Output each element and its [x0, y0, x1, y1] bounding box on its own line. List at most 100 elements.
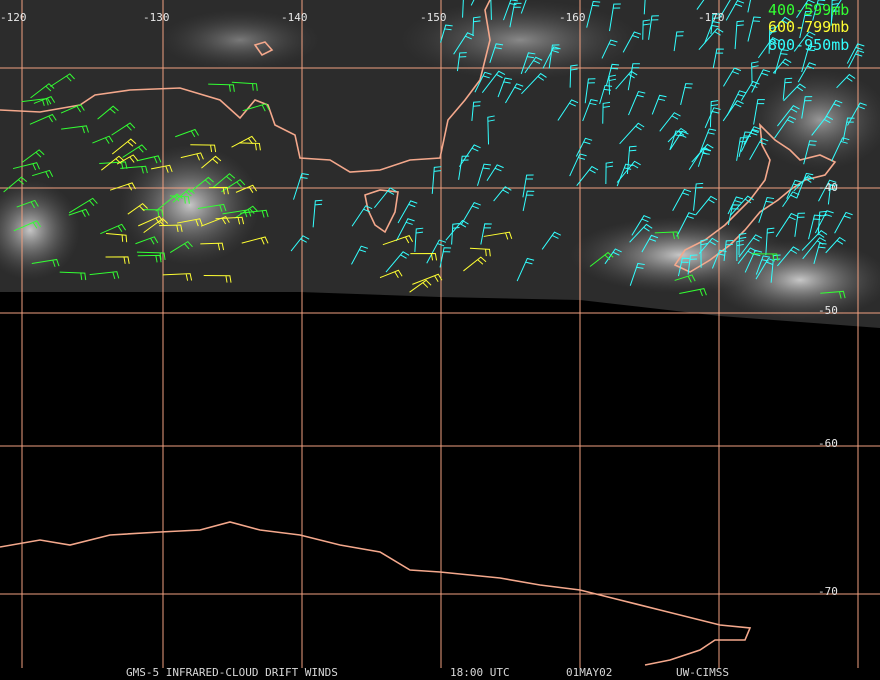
wind-barb — [605, 161, 614, 185]
wind-barb — [234, 205, 258, 219]
wind-barb — [99, 161, 128, 170]
wind-barb — [497, 77, 513, 98]
wind-barb — [699, 128, 717, 153]
wind-barb — [440, 24, 453, 43]
wind-barb — [676, 212, 696, 237]
wind-barb — [439, 247, 452, 268]
wind-barb — [801, 229, 828, 251]
legend: 400-599mb 600-799mb 800-950mb — [768, 1, 849, 54]
wind-barb — [796, 0, 815, 18]
wind-barb — [672, 188, 692, 211]
wind-barb — [557, 99, 579, 121]
wind-barb — [486, 164, 504, 182]
latitude-label: -60 — [818, 437, 838, 450]
wind-barb — [50, 73, 75, 87]
wind-barb — [680, 83, 693, 106]
wind-barb — [770, 254, 781, 283]
wind-barb — [175, 128, 199, 138]
wind-barb — [601, 39, 618, 59]
footer-time: 18:00 UTC — [450, 666, 510, 679]
wind-barb — [777, 105, 800, 127]
footer: GMS-5 INFRARED-CLOUD DRIFT WINDS 18:00 U… — [126, 666, 729, 679]
wind-barb — [586, 1, 601, 28]
latitude-labels: -40 -50 -60 -70 — [818, 181, 838, 598]
wind-barb — [677, 257, 690, 277]
wind-barb — [68, 208, 90, 218]
wind-barb — [700, 239, 708, 268]
wind-barb — [60, 104, 85, 114]
wind-barb — [21, 149, 45, 163]
wind-barb — [631, 215, 651, 236]
wind-barb — [197, 203, 227, 212]
wind-barb — [609, 3, 621, 32]
wind-barb — [783, 83, 806, 102]
wind-barb — [667, 127, 688, 143]
wind-barb — [493, 186, 512, 202]
wind-barb — [136, 251, 166, 261]
wind-barb — [200, 242, 225, 251]
wind-barb — [480, 223, 492, 245]
wind-barb — [190, 144, 217, 153]
longitude-label: -150 — [420, 11, 447, 24]
wind-barb — [509, 2, 522, 28]
wind-barb — [695, 195, 718, 216]
wind-barb — [830, 6, 841, 26]
wind-barb — [136, 155, 162, 164]
wind-barb — [13, 220, 42, 232]
wind-barb — [622, 31, 642, 53]
wind-barb — [736, 239, 744, 261]
wind-barb — [177, 218, 203, 227]
wind-barb — [351, 245, 368, 265]
wind-barb — [846, 43, 865, 64]
wind-barb — [769, 16, 792, 36]
wind-barb — [619, 122, 645, 145]
wind-barb — [747, 0, 752, 13]
legend-entry: 800-950mb — [768, 36, 849, 54]
wind-barb — [100, 223, 127, 235]
wind-barb — [736, 137, 748, 161]
wind-barb — [723, 67, 742, 87]
wind-barb — [659, 112, 681, 132]
wind-barb — [541, 231, 561, 250]
wind-barb — [31, 258, 60, 267]
wind-barb — [584, 78, 596, 104]
wind-barb — [215, 216, 245, 225]
wind-barb — [522, 190, 535, 212]
wind-barb — [575, 137, 593, 157]
wind-barb — [382, 234, 414, 246]
wind-barb — [374, 187, 397, 209]
wind-barb — [30, 83, 55, 99]
wind-barb — [801, 96, 813, 119]
wind-barb — [813, 242, 827, 265]
wind-barb — [522, 174, 534, 198]
wind-barb — [461, 201, 481, 225]
wind-barb — [740, 128, 760, 152]
wind-barb — [727, 196, 744, 215]
wind-barb — [481, 70, 506, 94]
wind-barb — [782, 191, 800, 208]
wind-barb — [629, 262, 645, 286]
wind-barb — [141, 209, 164, 217]
wind-barb — [687, 254, 698, 275]
wind-barb — [643, 0, 646, 15]
wind-barb — [627, 63, 640, 91]
wind-barb — [426, 239, 447, 264]
wind-barb — [489, 43, 504, 63]
wind-barb — [569, 64, 578, 88]
wind-barb — [351, 205, 373, 227]
wind-barb — [151, 164, 173, 173]
wind-barb — [749, 137, 769, 160]
wind-barb — [189, 176, 214, 193]
wind-barb — [832, 0, 842, 13]
wind-barb — [648, 15, 659, 40]
wind-barb — [21, 98, 49, 106]
wind-barb — [138, 215, 164, 227]
longitude-label: -170 — [698, 11, 725, 24]
wind-barb — [709, 100, 719, 128]
wind-barb — [772, 58, 792, 74]
wind-barb — [629, 223, 653, 243]
wind-barb — [106, 233, 128, 243]
wind-barb — [32, 169, 54, 179]
wind-barb — [758, 196, 775, 223]
